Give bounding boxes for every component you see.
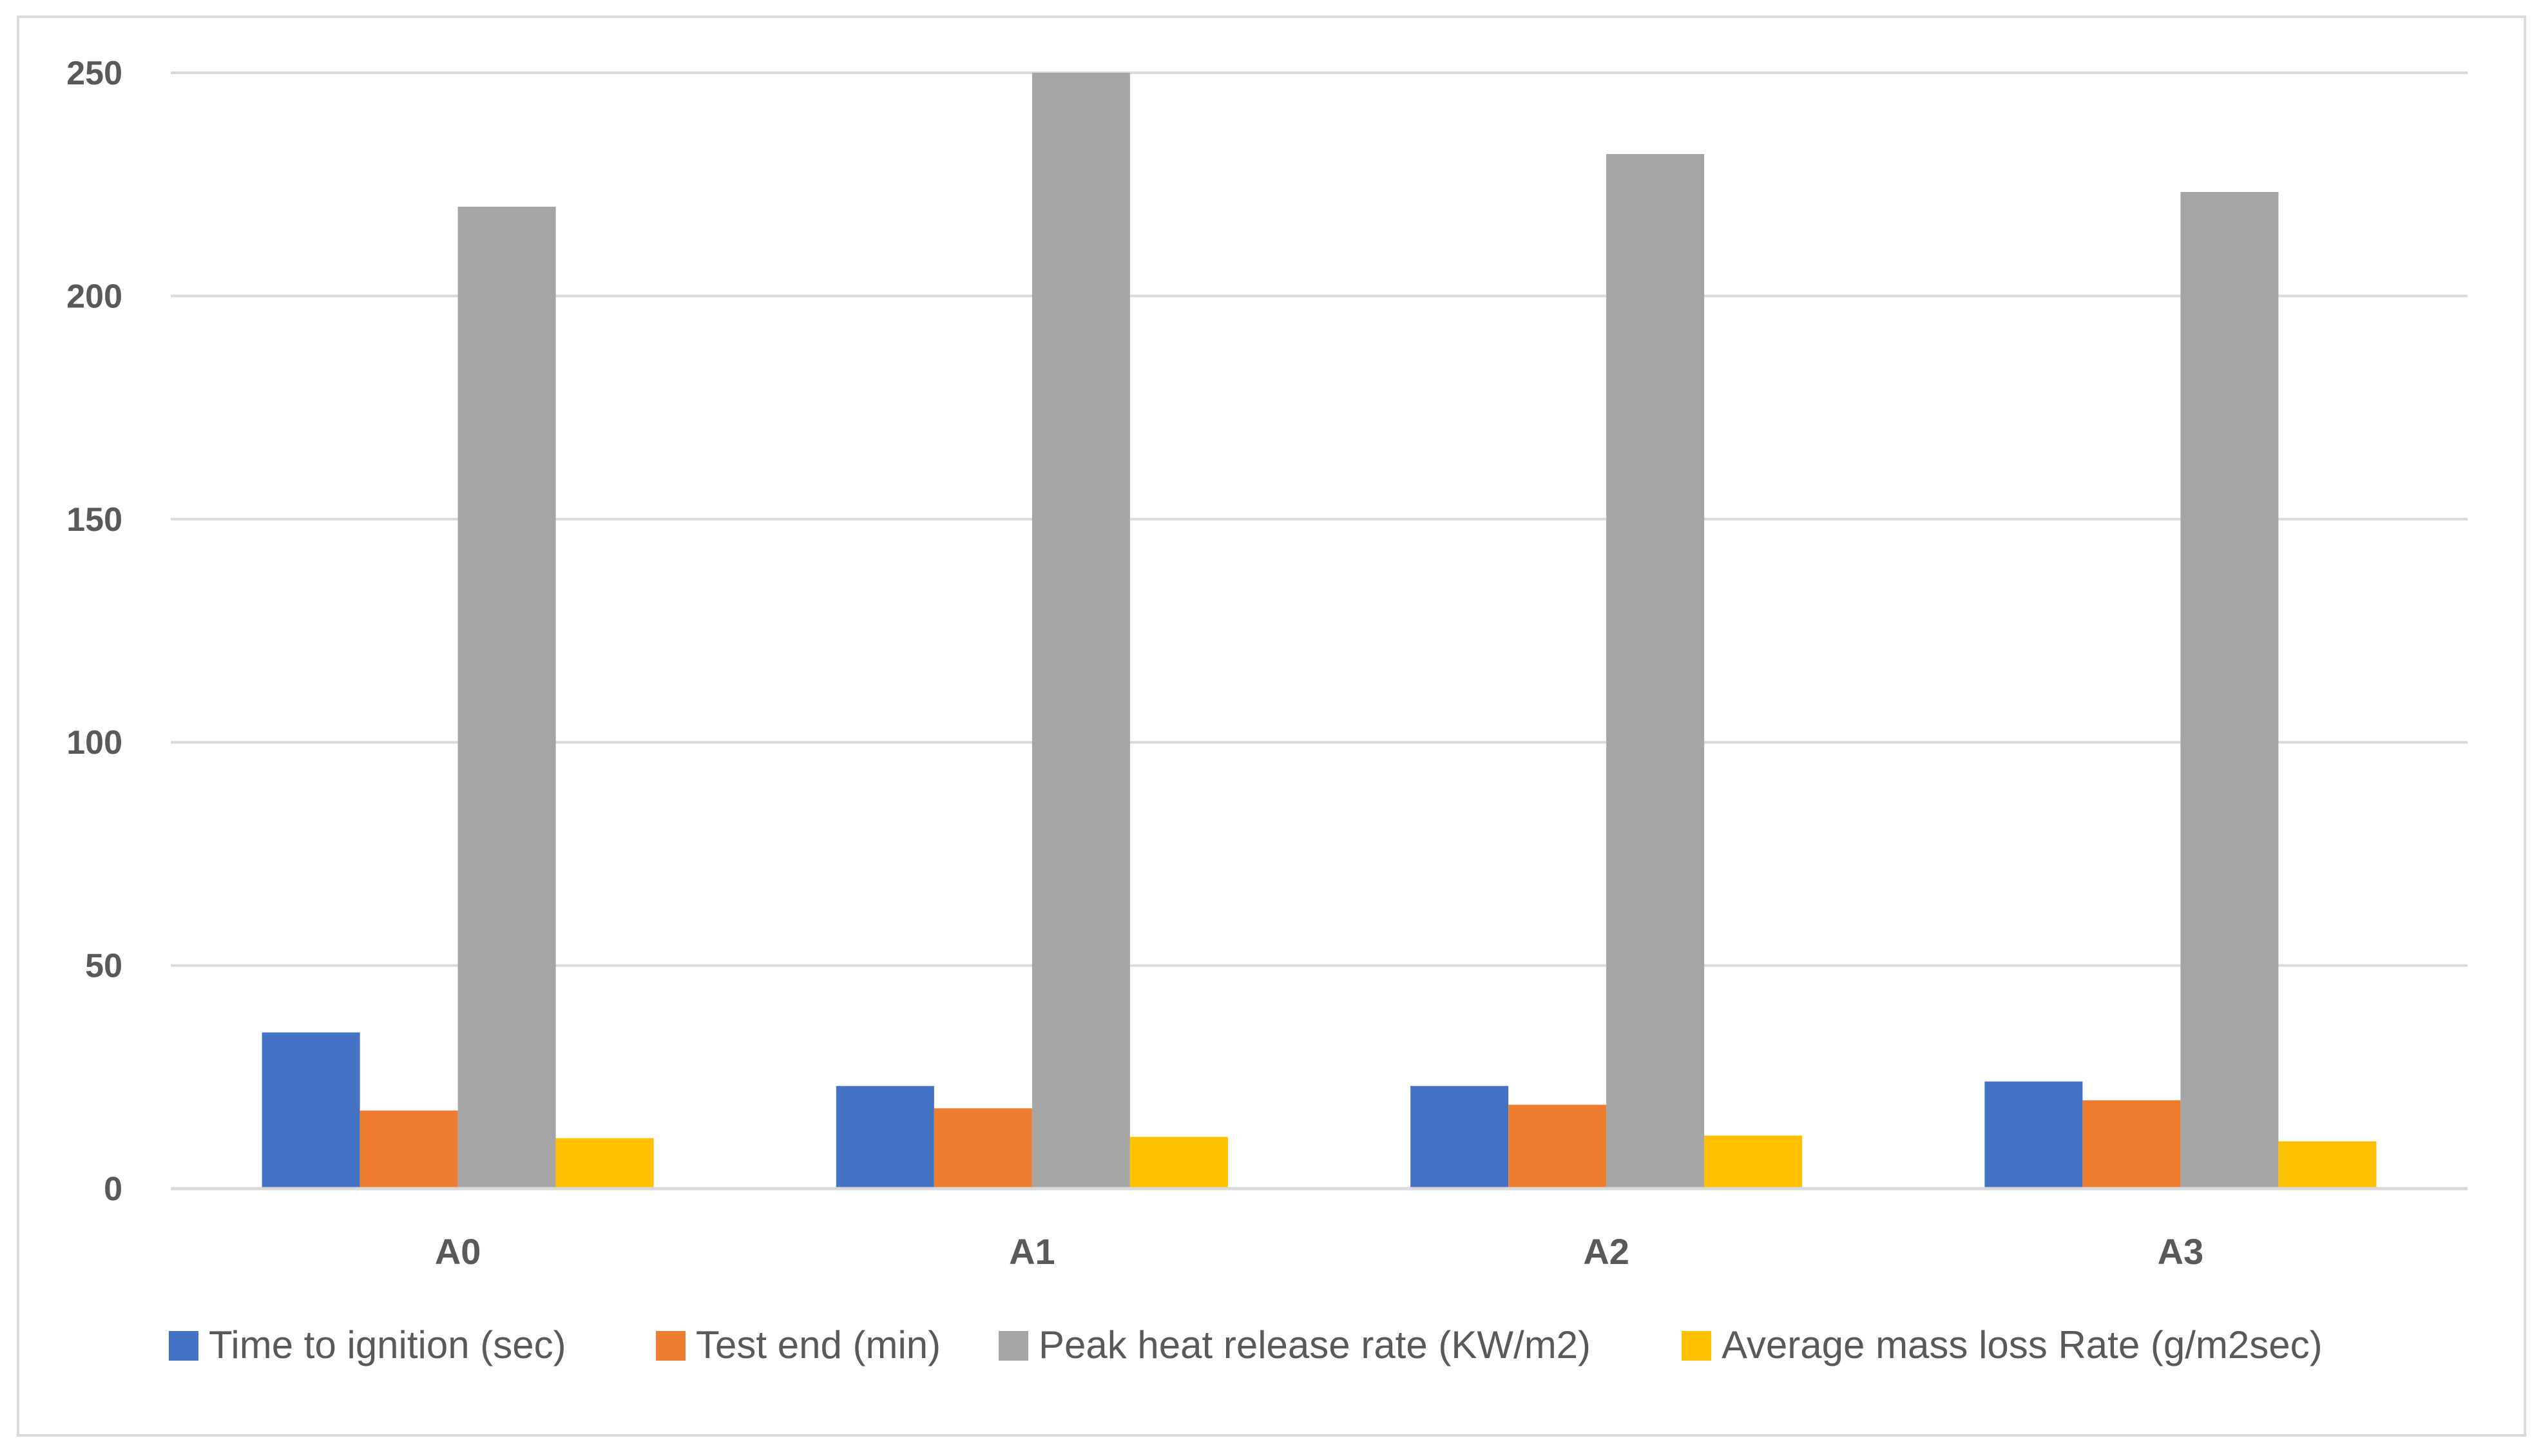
bar-a1-series-2 bbox=[934, 1108, 1032, 1189]
bar-a3-series-4 bbox=[2278, 1141, 2377, 1189]
y-tick-label: 150 bbox=[66, 501, 122, 539]
x-category-label: A3 bbox=[2158, 1231, 2204, 1272]
bar-a2-series-3 bbox=[1606, 154, 1705, 1189]
bar-a0-series-4 bbox=[555, 1138, 654, 1189]
y-tick-label: 100 bbox=[66, 724, 122, 762]
bar-a0-series-2 bbox=[360, 1110, 458, 1189]
bar-a1-series-3 bbox=[1032, 73, 1130, 1189]
x-category-label: A2 bbox=[1583, 1231, 1629, 1272]
bar-a2-series-1 bbox=[1410, 1086, 1509, 1189]
bar-a1-series-4 bbox=[1129, 1136, 1228, 1189]
bar-a2-series-4 bbox=[1704, 1135, 1803, 1189]
bar-a1-series-1 bbox=[836, 1086, 934, 1189]
bar-a0-series-1 bbox=[262, 1032, 360, 1189]
legend: Time to ignition (sec) Test end (min) Peak… bbox=[169, 1323, 2323, 1366]
y-axis-tick-labels: 0 50 100 150 200 250 bbox=[66, 55, 122, 1208]
bar-a3-series-2 bbox=[2082, 1100, 2181, 1189]
y-tick-label: 0 bbox=[104, 1171, 122, 1208]
y-tick-label: 50 bbox=[85, 948, 122, 985]
x-category-label: A1 bbox=[1009, 1231, 1055, 1272]
bar-a2-series-2 bbox=[1508, 1104, 1607, 1189]
legend-swatch bbox=[656, 1331, 686, 1361]
bar-a3-series-1 bbox=[1984, 1081, 2083, 1189]
x-category-label: A0 bbox=[435, 1231, 481, 1272]
legend-label: Time to ignition (sec) bbox=[209, 1323, 566, 1366]
legend-label: Peak heat release rate (KW/m2) bbox=[1039, 1323, 1591, 1366]
bars bbox=[262, 73, 2377, 1189]
legend-swatch bbox=[169, 1331, 198, 1361]
bar-a0-series-3 bbox=[457, 206, 556, 1189]
chart-frame bbox=[17, 15, 2526, 1437]
legend-swatch bbox=[999, 1331, 1028, 1361]
legend-label: Test end (min) bbox=[696, 1323, 941, 1366]
bar-a3-series-3 bbox=[2180, 191, 2279, 1189]
y-tick-label: 200 bbox=[66, 278, 122, 315]
y-tick-label: 250 bbox=[66, 55, 122, 92]
legend-label: Average mass loss Rate (g/m2sec) bbox=[1722, 1323, 2323, 1366]
legend-swatch bbox=[1682, 1331, 1711, 1361]
x-axis-category-labels: A0 A1 A2 A3 bbox=[435, 1231, 2203, 1272]
